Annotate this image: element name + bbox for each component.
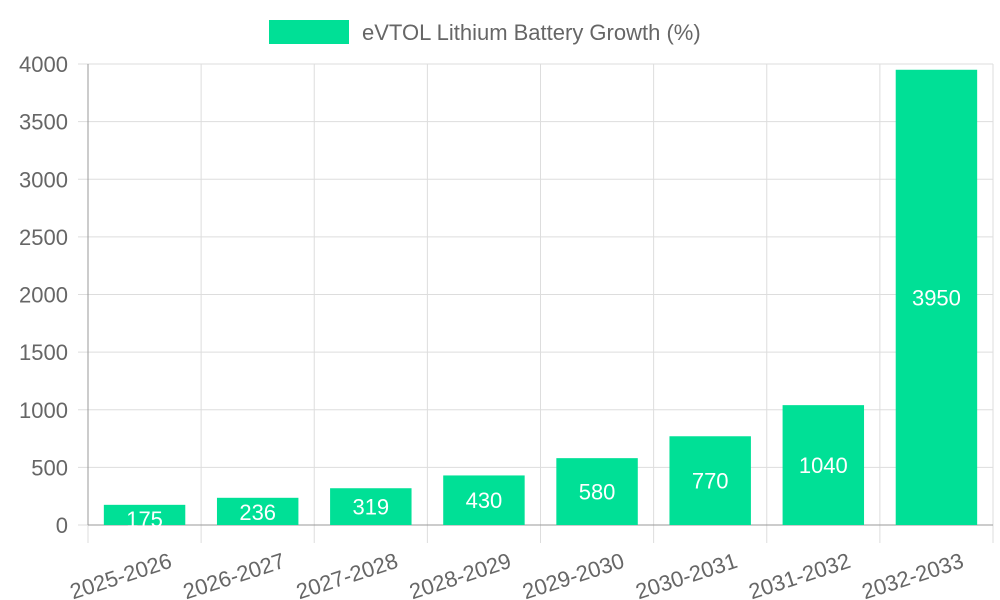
bar-data-label: 430: [466, 488, 503, 513]
bar-data-label: 3950: [912, 285, 961, 310]
legend-swatch: [269, 20, 349, 44]
y-tick-label: 1000: [19, 398, 68, 423]
bar: [556, 458, 638, 525]
bar: [895, 69, 978, 525]
y-tick-label: 3000: [19, 167, 68, 192]
bar: [782, 405, 865, 525]
bar-data-label: 770: [692, 469, 729, 494]
gridlines: [78, 63, 994, 543]
x-tick-label: 2031-2032: [746, 548, 854, 600]
x-axis-ticks: 2025-2026 2026-2027 2027-2028 2028-2029 2029…: [67, 548, 967, 600]
bar: [669, 436, 751, 525]
data-labels: 175 236 319 430 580 770 1040 3950: [126, 285, 961, 531]
bar-data-label: 319: [352, 495, 389, 520]
legend-label: eVTOL Lithium Battery Growth (%): [362, 20, 701, 45]
legend: eVTOL Lithium Battery Growth (%): [269, 20, 701, 45]
bar-data-label: 580: [579, 480, 616, 505]
x-tick-label: 2029-2030: [519, 548, 627, 600]
bar-data-label: 236: [239, 500, 276, 525]
bar: [216, 497, 299, 525]
y-tick-label: 3500: [19, 110, 68, 135]
x-tick-label: 2028-2029: [406, 548, 514, 600]
x-tick-label: 2025-2026: [67, 548, 175, 600]
bars: [103, 69, 978, 525]
y-tick-label: 0: [56, 513, 68, 538]
bar-data-label: 1040: [799, 453, 848, 478]
bar: [443, 475, 525, 525]
x-tick-label: 2026-2027: [180, 548, 288, 600]
y-axis-ticks: 0 500 1000 1500 2000 2500 3000 3500 4000: [19, 52, 68, 538]
y-tick-label: 1500: [19, 340, 68, 365]
bar-data-label: 175: [126, 507, 163, 532]
x-tick-label: 2032-2033: [859, 548, 967, 600]
x-tick-label: 2027-2028: [293, 548, 401, 600]
y-tick-label: 4000: [19, 52, 68, 77]
y-tick-label: 2000: [19, 283, 68, 308]
bar: [330, 488, 412, 525]
bar: [103, 504, 186, 525]
y-tick-label: 500: [31, 455, 68, 480]
y-tick-label: 2500: [19, 225, 68, 250]
x-tick-label: 2030-2031: [633, 548, 741, 600]
